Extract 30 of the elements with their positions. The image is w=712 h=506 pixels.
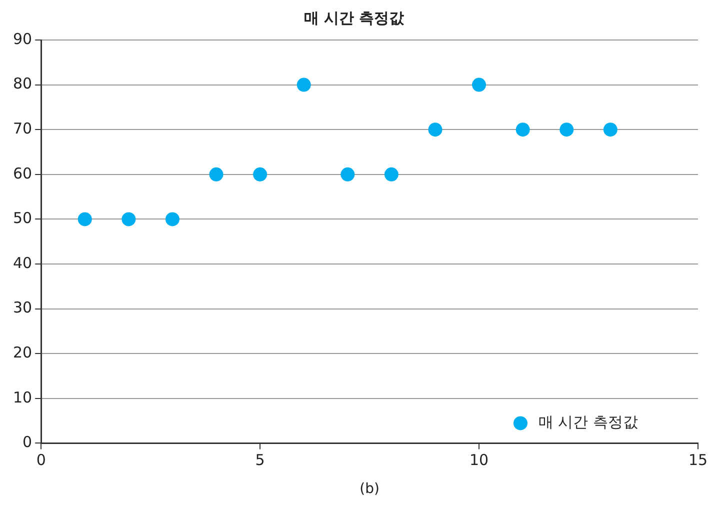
legend-label: 매 시간 측정값 [538, 413, 638, 432]
x-tick-label: 10 [469, 451, 489, 470]
y-tick-label: 70 [12, 119, 32, 138]
x-tick-label: 5 [255, 451, 265, 470]
point [78, 212, 92, 226]
point [296, 78, 311, 92]
y-tick-label: 10 [12, 388, 32, 406]
x-axis-title: (b) [360, 481, 380, 498]
y-tick-label: 30 [12, 298, 32, 317]
y-tick-label: 50 [12, 209, 32, 228]
point [560, 122, 574, 137]
point [209, 167, 224, 182]
x-tick-label: 15 [688, 451, 708, 470]
y-tick-label: 0 [22, 433, 32, 452]
point [603, 122, 618, 137]
point [253, 167, 268, 182]
chart-title: 매 시간 측정값 [304, 8, 406, 27]
point [516, 122, 530, 137]
y-tick-label: 40 [12, 254, 32, 272]
point [384, 167, 398, 182]
point [122, 212, 136, 226]
y-tick-label: 20 [12, 343, 32, 362]
point [428, 122, 442, 137]
point [340, 167, 355, 182]
x-tick-label: 0 [36, 451, 46, 470]
y-tick-label: 90 [12, 30, 32, 48]
y-tick-label: 60 [12, 164, 32, 182]
y-tick-label: 80 [12, 74, 32, 93]
point [472, 78, 486, 92]
point [165, 212, 180, 226]
